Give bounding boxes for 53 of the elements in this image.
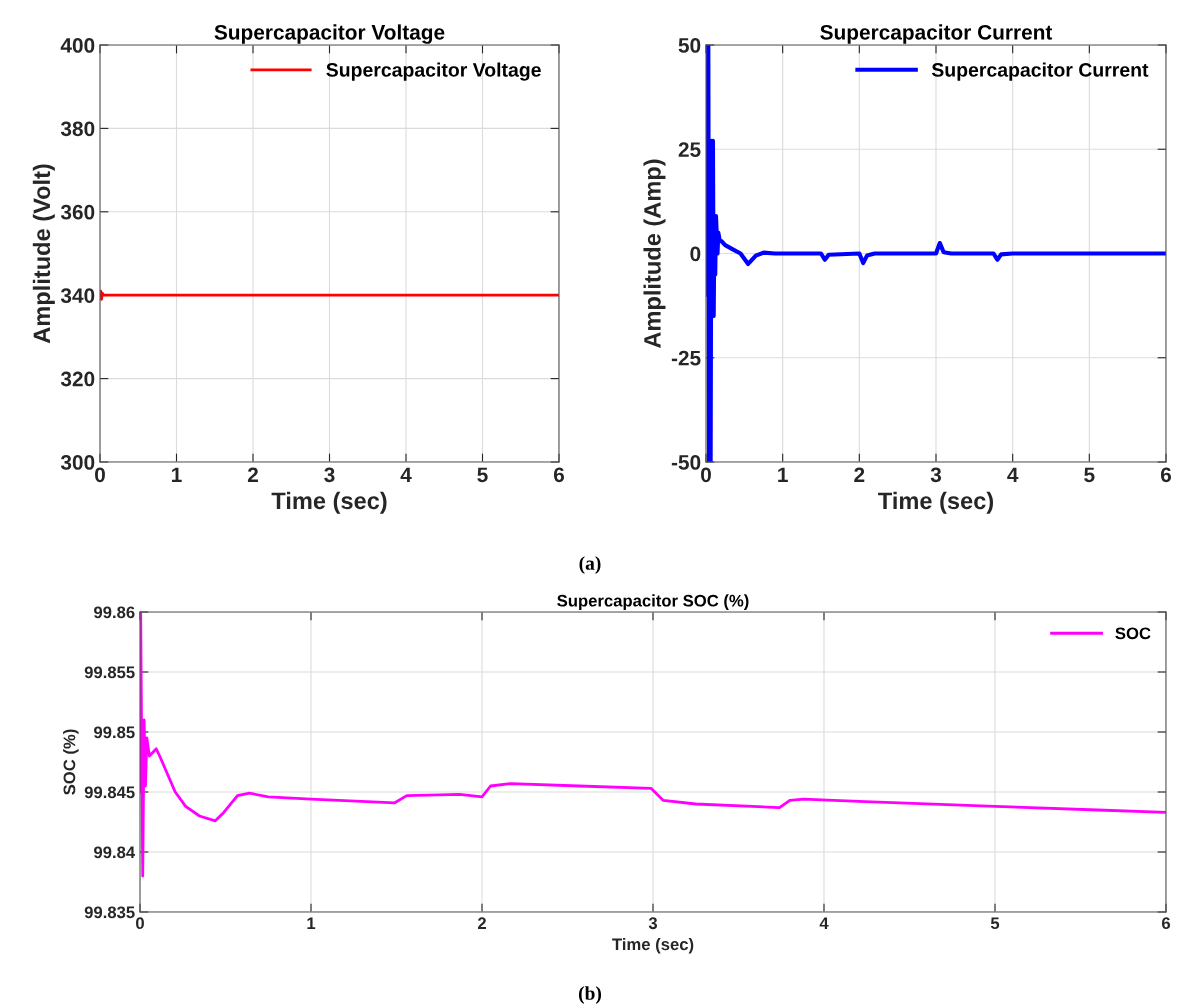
x-tick-label: 2 [247, 467, 258, 482]
x-axis-title: Time (sec) [878, 491, 994, 514]
y-axis-title: SOC (%) [63, 729, 79, 795]
y-tick-label: 50 [678, 38, 701, 53]
y-tick-label: -25 [671, 350, 701, 366]
chart-title: Supercapacitor Voltage [214, 24, 445, 44]
y-tick-label: 99.86 [94, 606, 135, 619]
y-axis-title: Amplitude (Amp) [643, 159, 666, 348]
legend-label: Supercapacitor Current [931, 62, 1149, 81]
y-tick-label: 99.835 [84, 906, 135, 919]
y-tick-label: 340 [60, 288, 95, 303]
x-tick-label: 6 [553, 467, 565, 483]
x-tick-label: 4 [819, 917, 829, 929]
x-tick-label: 5 [477, 467, 488, 483]
x-tick-label: 3 [930, 467, 942, 483]
x-tick-label: 2 [854, 467, 865, 482]
x-tick-label: 0 [701, 467, 711, 483]
y-tick-label: 300 [60, 455, 95, 470]
x-axis-title: Time (sec) [271, 491, 387, 514]
x-tick-label: 3 [648, 917, 658, 930]
y-tick-label: -50 [671, 455, 701, 470]
chart-title: Supercapacitor Current [820, 24, 1053, 44]
legend-label: Supercapacitor Voltage [326, 62, 541, 81]
text: (a) [579, 556, 601, 574]
y-tick-label: 380 [60, 121, 95, 137]
text: (b) [578, 986, 602, 1004]
x-tick-label: 6 [1160, 467, 1172, 483]
y-tick-label: 400 [60, 38, 95, 53]
y-tick-label: 360 [60, 204, 95, 220]
x-tick-label: 5 [990, 917, 1000, 930]
y-axis-title: Amplitude (Volt) [32, 164, 55, 344]
y-tick-label: 99.85 [94, 726, 135, 739]
legend-label: SOC [1115, 627, 1151, 640]
x-tick-label: 3 [324, 467, 335, 483]
x-tick-label: 4 [1007, 467, 1019, 482]
x-tick-label: 6 [1161, 917, 1171, 930]
x-tick-label: 2 [477, 917, 486, 929]
x-tick-label: 4 [400, 467, 412, 482]
x-axis-title: Time (sec) [612, 937, 694, 954]
y-tick-label: 99.845 [84, 786, 135, 799]
line-series [100, 289, 559, 301]
y-tick-label: 25 [678, 142, 701, 157]
x-tick-label: 1 [172, 467, 182, 482]
y-tick-label: 99.84 [94, 846, 136, 859]
x-tick-label: 5 [1084, 467, 1095, 483]
x-tick-label: 1 [307, 917, 316, 929]
x-tick-label: 1 [778, 467, 788, 482]
line-series [706, 45, 1166, 462]
x-tick-label: 0 [136, 917, 144, 930]
y-tick-label: 99.855 [84, 666, 135, 679]
y-tick-label: 0 [690, 246, 701, 262]
chart-title: Supercapacitor SOC (%) [557, 594, 749, 610]
y-tick-label: 320 [60, 371, 95, 387]
